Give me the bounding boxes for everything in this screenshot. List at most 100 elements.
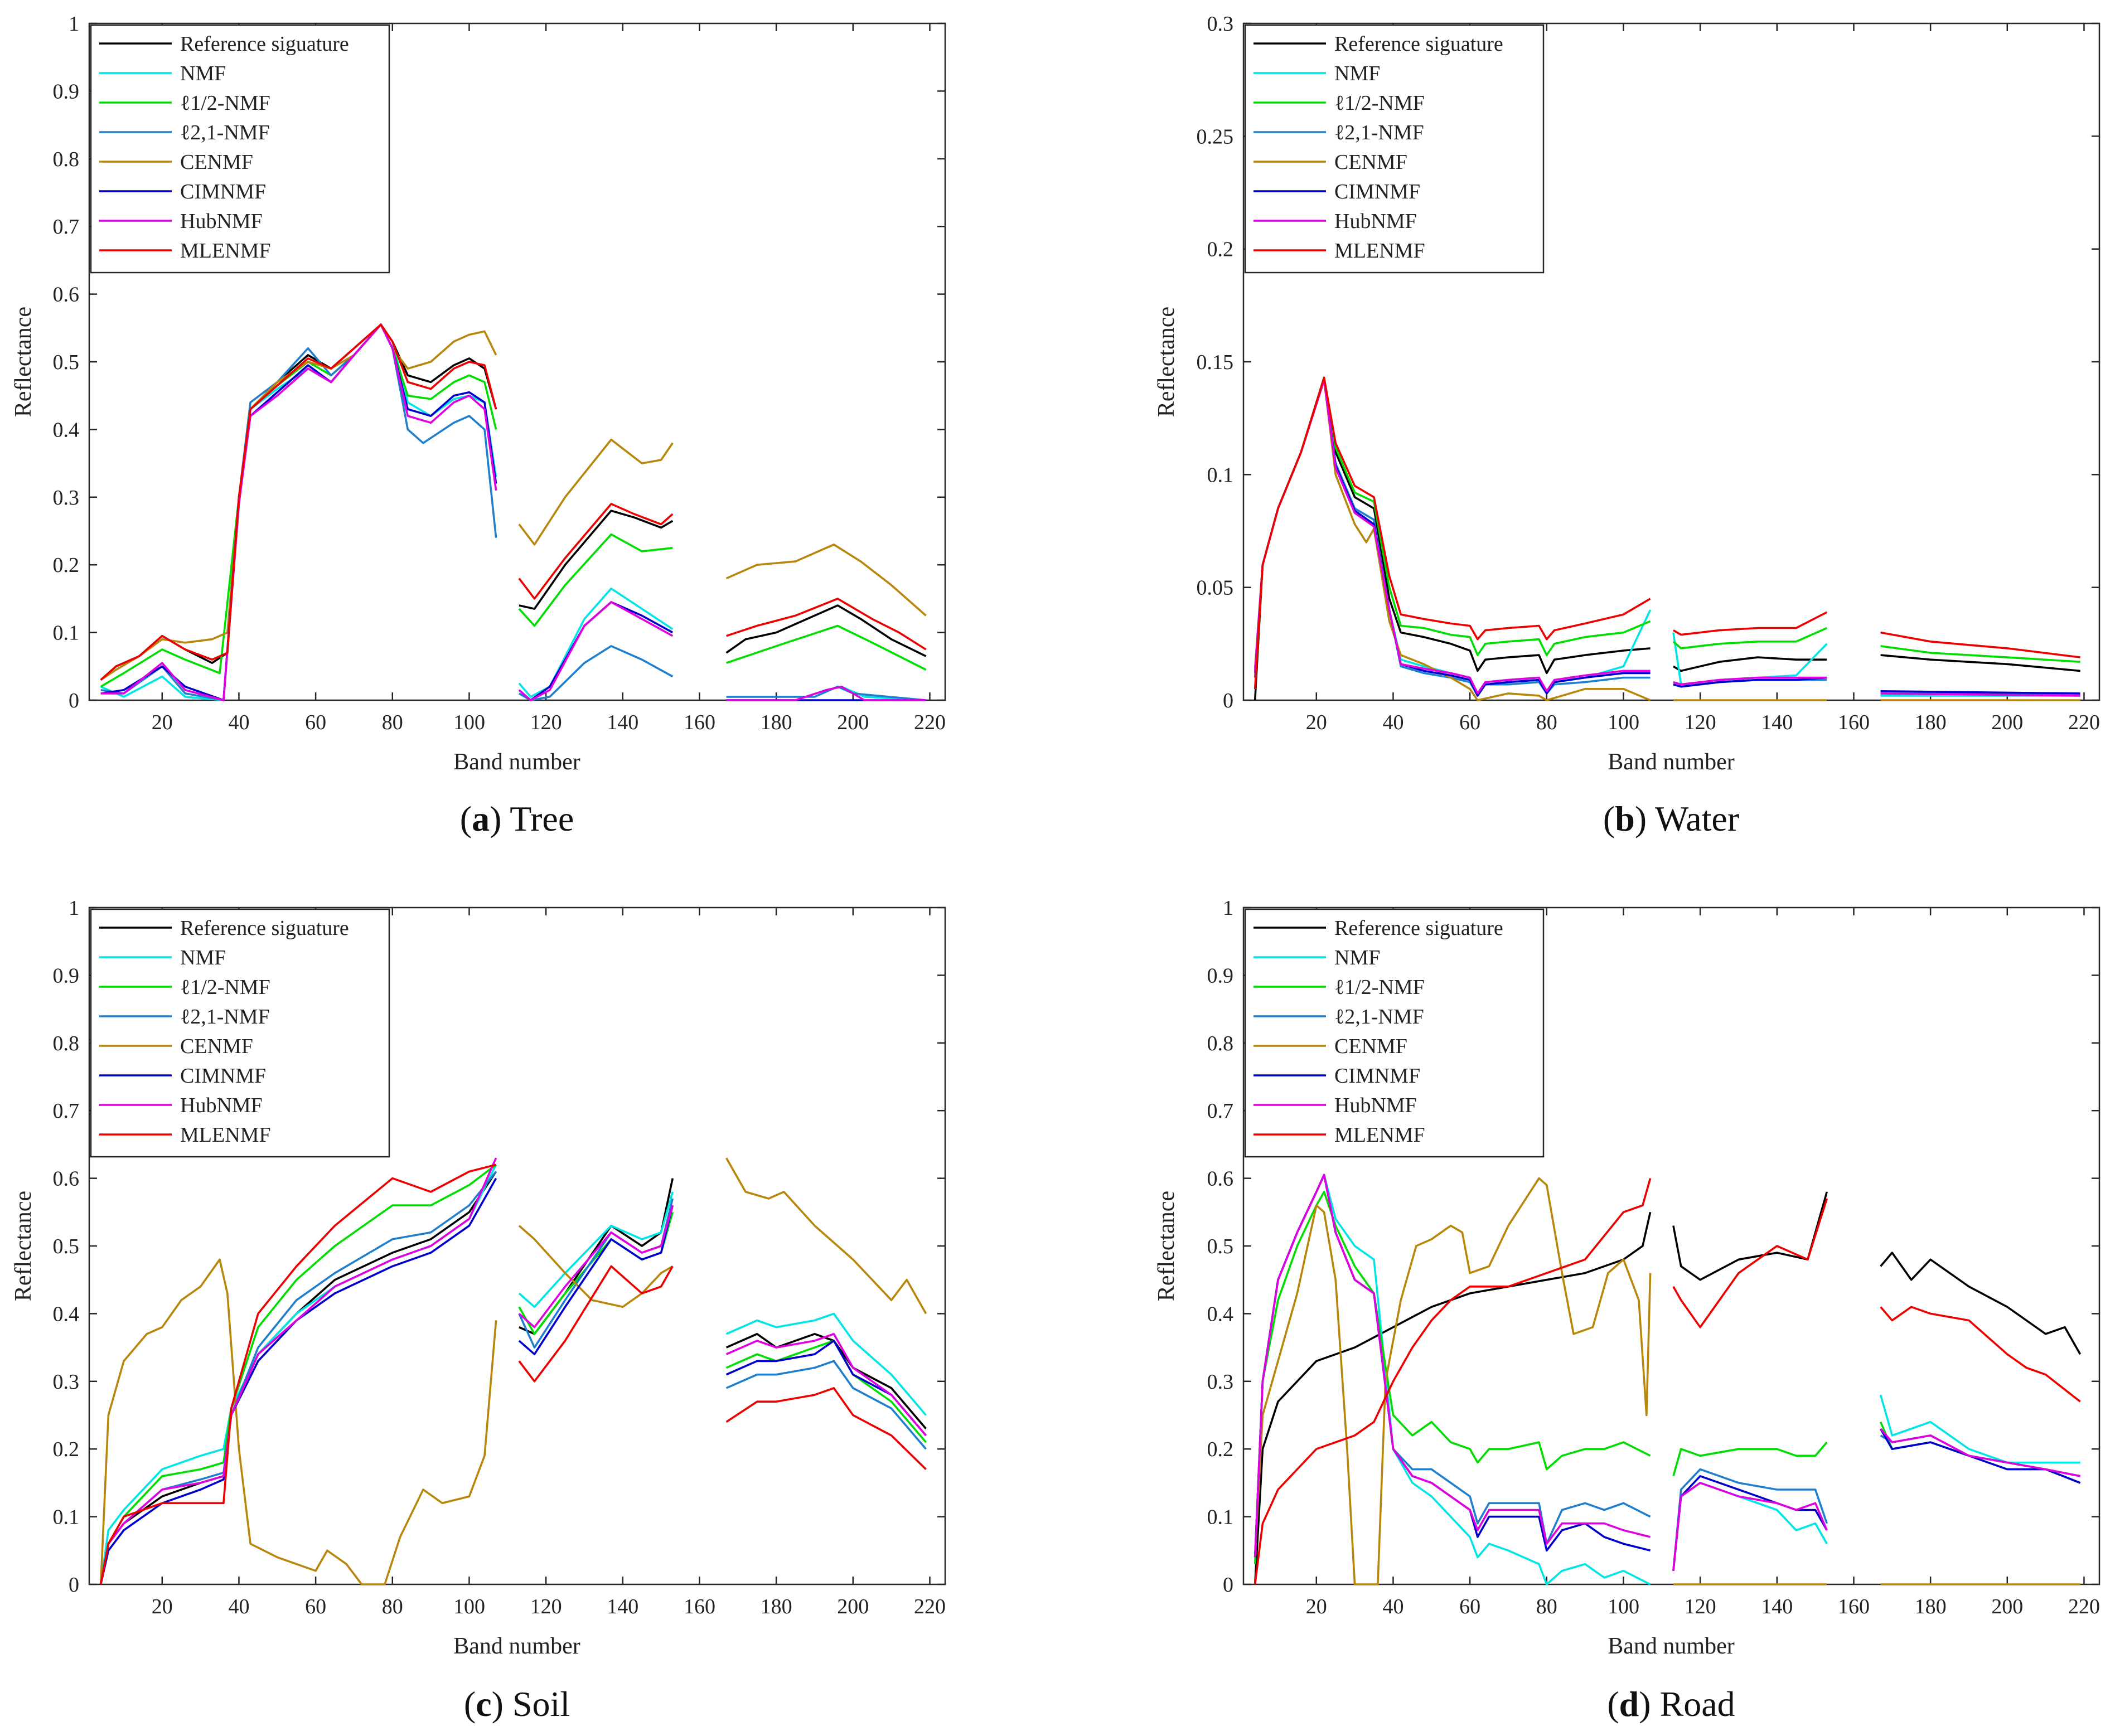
series-line-hubnmf: [725, 1333, 927, 1437]
series-line-hubnmf: [99, 1157, 497, 1585]
y-tick-label: 0.7: [53, 215, 80, 239]
y-tick-label: 0.3: [1207, 1370, 1234, 1394]
series-line-cenmf: [725, 1157, 927, 1315]
y-tick-label: 0.4: [53, 418, 80, 442]
legend-box: [1244, 24, 1545, 274]
legend-label: CIMNMF: [1334, 1064, 1420, 1088]
axis-ticks: 20 40 60 80 100 120 140 160 180 200 220 0 0.1 0.2 0.3 0…: [53, 896, 946, 1618]
y-axis-label: Reflectance: [1154, 1191, 1179, 1301]
y-tick-label: 0.5: [1207, 1235, 1234, 1258]
x-tick-label: 60: [305, 1595, 326, 1618]
x-tick-label: 20: [1306, 1595, 1327, 1618]
x-tick-label: 140: [1761, 711, 1793, 734]
x-tick-label: 140: [607, 711, 638, 734]
y-tick-label: 0.2: [53, 1438, 80, 1461]
x-tick-label: 20: [152, 711, 173, 734]
series-line-cenmf: [518, 1225, 674, 1308]
legend-label: HubNMF: [1334, 1094, 1417, 1117]
y-tick-label: 0.15: [1197, 351, 1234, 374]
series-line-nmf: [1879, 1394, 2080, 1464]
x-tick-label: 160: [684, 711, 715, 734]
y-axis-label: Reflectance: [11, 1191, 36, 1301]
series-line-cenmf: [99, 1258, 497, 1585]
x-tick-label: 180: [761, 1595, 792, 1618]
legend-label: ℓ2,1-NMF: [1334, 1005, 1424, 1029]
x-tick-label: 120: [530, 711, 562, 734]
legend-label: MLENMF: [180, 1123, 271, 1147]
series-line-cenmf: [725, 544, 927, 617]
y-tick-label: 0.6: [53, 283, 80, 307]
series-line-mlenmf: [1672, 611, 1828, 636]
panel-caption: (c) Soil: [464, 1684, 570, 1724]
legend: Reference siguature NMF ℓ1/2-NMF ℓ2,1-NMF CE…: [90, 24, 390, 274]
x-tick-label: 220: [914, 711, 946, 734]
legend-label: Reference siguature: [180, 917, 349, 940]
legend-label: ℓ2,1-NMF: [180, 1005, 270, 1029]
series-line-nmf: [518, 587, 674, 698]
panel-water: 20 40 60 80 100 120 140 160 180 200 220 0 0.05 0.1 0.1…: [1154, 12, 2101, 838]
panel-tree: 20 40 60 80 100 120 140 160 180 200 220 0 0.1 0.2 0.3 0…: [11, 12, 946, 838]
legend-label: MLENMF: [1334, 1123, 1425, 1147]
y-tick-label: 0.9: [53, 964, 80, 987]
series-line-mlenmf: [100, 323, 497, 681]
series-line-hubnmf: [1673, 676, 1827, 686]
legend-label: HubNMF: [1334, 210, 1417, 233]
legend-label: CENMF: [1334, 1035, 1407, 1058]
series-line-hubnmf: [726, 685, 926, 701]
x-axis-label: Band number: [1608, 1633, 1734, 1659]
series-line-mlenmf: [1253, 1178, 1652, 1585]
x-tick-label: 200: [837, 711, 869, 734]
panel-caption: (d) Road: [1607, 1684, 1735, 1724]
x-tick-label: 40: [228, 1595, 249, 1618]
x-tick-label: 60: [1459, 1595, 1480, 1618]
x-tick-label: 80: [1536, 711, 1557, 734]
legend-box: [90, 24, 390, 274]
legend-label: CENMF: [180, 151, 253, 174]
x-tick-label: 100: [453, 711, 485, 734]
x-tick-label: 80: [382, 1595, 403, 1618]
series-layer: [1253, 1174, 2082, 1585]
series-line-mlenmf: [726, 598, 927, 651]
series-line-cimnmf: [518, 1205, 674, 1355]
legend-label: CENMF: [1334, 151, 1407, 174]
x-tick-label: 80: [382, 711, 403, 734]
legend-label: MLENMF: [180, 239, 271, 263]
y-tick-label: 0.2: [53, 554, 80, 577]
series-line-hubnmf: [518, 601, 674, 701]
y-tick-label: 0.7: [1207, 1099, 1234, 1123]
panel-caption: (a) Tree: [460, 799, 574, 838]
x-tick-label: 160: [684, 1595, 715, 1618]
legend-label: MLENMF: [1334, 239, 1425, 263]
series-line-reference-siguature: [1880, 1252, 2082, 1355]
series-line-l21-nmf: [725, 1360, 927, 1450]
series-line-mlenmf: [518, 1265, 674, 1383]
series-line-cimnmf: [1880, 690, 2080, 695]
x-tick-label: 220: [2068, 711, 2100, 734]
series-line-nmf: [518, 1191, 674, 1308]
y-tick-label: 0.6: [1207, 1167, 1234, 1191]
x-tick-label: 140: [1761, 1595, 1793, 1618]
series-line-mlenmf: [1880, 631, 2080, 658]
x-tick-label: 100: [453, 1595, 485, 1618]
y-tick-label: 0.3: [53, 1370, 80, 1394]
legend-box: [1244, 908, 1545, 1158]
series-layer: [99, 1157, 927, 1585]
series-line-l21-nmf: [1672, 1468, 1828, 1571]
x-axis-label: Band number: [1608, 749, 1734, 775]
series-line-mlenmf: [725, 1387, 927, 1470]
legend-label: HubNMF: [180, 1094, 263, 1117]
legend-label: Reference siguature: [1334, 32, 1503, 56]
series-line-l12-nmf: [726, 624, 927, 671]
x-tick-label: 120: [1685, 1595, 1716, 1618]
legend-label: ℓ1/2-NMF: [180, 976, 270, 999]
y-tick-label: 0.3: [1207, 12, 1234, 36]
series-line-hubnmf: [1880, 692, 2080, 697]
x-axis-label: Band number: [453, 749, 580, 775]
series-line-l21-nmf: [100, 323, 497, 701]
y-tick-label: 0.1: [1207, 1506, 1234, 1529]
x-tick-label: 180: [761, 711, 792, 734]
y-tick-label: 0: [1223, 1573, 1233, 1597]
x-tick-label: 160: [1838, 711, 1870, 734]
legend-label: Reference siguature: [180, 32, 349, 56]
